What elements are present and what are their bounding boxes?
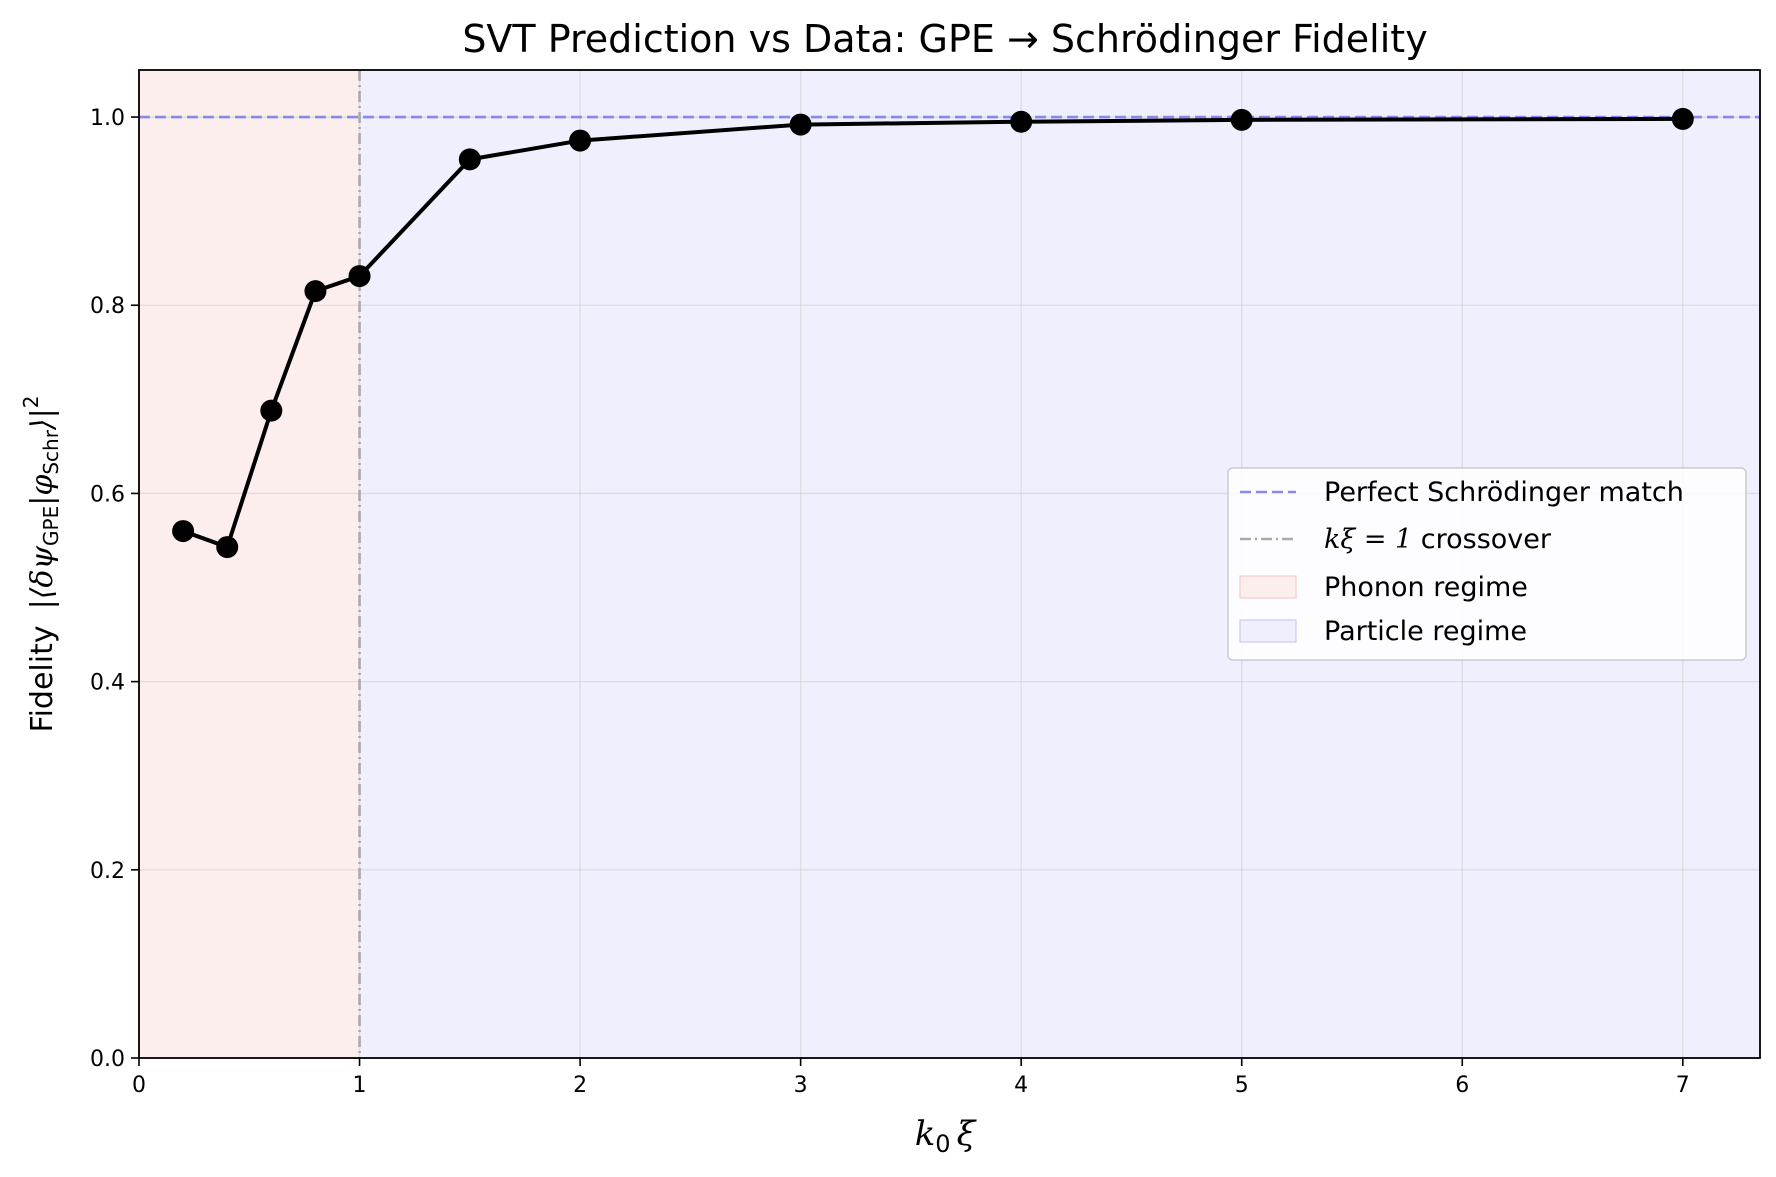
y-tick-label: 0.8 bbox=[90, 294, 125, 319]
x-label-main: k bbox=[915, 1114, 936, 1154]
x-tick-label: 2 bbox=[573, 1073, 587, 1098]
data-point bbox=[1230, 108, 1253, 131]
x-tick-label: 5 bbox=[1235, 1073, 1249, 1098]
legend: Perfect Schrödinger match kξ = 1 crossove… bbox=[1227, 467, 1747, 661]
x-tick-label: 0 bbox=[132, 1073, 146, 1098]
data-point bbox=[216, 536, 239, 559]
legend-math: kξ = 1 bbox=[1324, 524, 1412, 555]
legend-label: Perfect Schrödinger match bbox=[1324, 477, 1684, 508]
x-tick-label: 1 bbox=[353, 1073, 367, 1098]
x-tick-label: 7 bbox=[1676, 1073, 1690, 1098]
y-tick-label: 1.0 bbox=[90, 106, 125, 131]
x-label-tail: ξ bbox=[957, 1114, 978, 1154]
data-point bbox=[348, 265, 371, 288]
reference-lines bbox=[139, 70, 1760, 1058]
data-point bbox=[789, 113, 812, 136]
x-label-sub: 0 bbox=[935, 1130, 950, 1158]
axes bbox=[138, 69, 1761, 1059]
x-tick-label: 4 bbox=[1014, 1073, 1028, 1098]
plot-frame bbox=[138, 69, 1761, 1059]
tick-labels: 0 1 2 3 4 5 6 7 0.0 0.2 0.4 0.6 0.8 1.0 bbox=[90, 106, 1690, 1098]
y-label-plain: Fidelity bbox=[25, 625, 60, 732]
legend-box bbox=[1227, 467, 1747, 661]
legend-label: Particle regime bbox=[1324, 616, 1527, 647]
y-tick-label: 0.2 bbox=[90, 859, 125, 884]
data-point bbox=[1010, 110, 1033, 133]
region-phonon bbox=[139, 70, 360, 1058]
y-label-sub1: GPE bbox=[39, 506, 63, 546]
chart-title: SVT Prediction vs Data: GPE → Schrödinge… bbox=[462, 17, 1427, 61]
x-tick-label: 6 bbox=[1455, 1073, 1469, 1098]
x-axis-label: k0 ξ bbox=[915, 1114, 978, 1158]
data-point bbox=[260, 399, 283, 422]
y-label-sup: 2 bbox=[19, 396, 43, 409]
y-label-sub2: Schr bbox=[39, 429, 63, 474]
y-tick-label: 0.0 bbox=[90, 1047, 125, 1072]
legend-handle-patch bbox=[1239, 575, 1297, 599]
legend-handle-patch bbox=[1239, 619, 1297, 643]
y-label-math: |⟨δψ bbox=[25, 546, 60, 610]
x-tick-label: 3 bbox=[794, 1073, 808, 1098]
data-point bbox=[172, 520, 195, 543]
y-label-mid: |φ bbox=[25, 475, 60, 506]
y-tick-label: 0.4 bbox=[90, 671, 125, 696]
data-point bbox=[569, 129, 592, 152]
data-point bbox=[458, 148, 481, 171]
y-label-close: ⟩| bbox=[25, 408, 60, 431]
data-point bbox=[304, 280, 327, 303]
y-axis-label: Fidelity |⟨δψGPE|φSchr⟩|2 bbox=[19, 396, 63, 733]
legend-label: Phonon regime bbox=[1324, 572, 1528, 603]
legend-label: kξ = 1 crossover bbox=[1324, 524, 1552, 555]
y-tick-label: 0.6 bbox=[90, 482, 125, 507]
data-point bbox=[1671, 107, 1694, 130]
data-series bbox=[172, 107, 1694, 559]
legend-text: crossover bbox=[1412, 524, 1552, 555]
